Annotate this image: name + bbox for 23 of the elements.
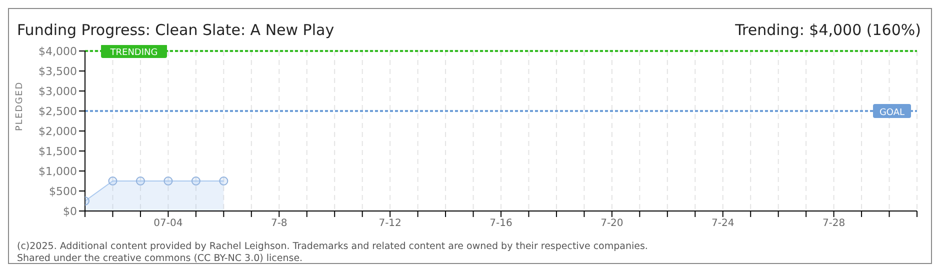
y-tick-label: $500 <box>49 184 77 198</box>
text: Trending: $4,000 (160%) <box>735 21 921 39</box>
x-tick-label: 7-24 <box>712 218 734 230</box>
y-tick-label: $1,500 <box>38 144 77 158</box>
y-tick-label: $4,000 <box>38 44 77 58</box>
x-tick-label: 7-8 <box>270 218 288 230</box>
x-tick-label: 7-28 <box>822 218 846 230</box>
y-tick-label: $2,500 <box>38 104 77 118</box>
x-tick-label: 7-12 <box>378 218 402 230</box>
y-tick-label: $3,500 <box>38 64 77 78</box>
y-axis-title: PLEDGED <box>15 81 26 131</box>
x-tick-label: 7-16 <box>490 218 512 230</box>
text: Shared under the creative commons (CC BY-NC 3.0) license. <box>17 253 304 265</box>
y-tick-label: $2,000 <box>38 124 77 138</box>
y-tick-label: $1,000 <box>38 164 77 178</box>
x-tick-label: 7-20 <box>600 218 624 230</box>
ref-line-label: TRENDING <box>109 48 158 58</box>
y-tick-label: $0 <box>63 204 77 218</box>
chart-title: Funding Progress: Clean Slate: A New Play <box>17 21 334 39</box>
x-tick-label: 07-04 <box>154 218 183 230</box>
text: (c)2025. Additional content provided by Rachel Leighson. Trademarks and related content are owned by their respective companies. <box>17 241 648 253</box>
ref-line-label: GOAL <box>879 108 905 118</box>
y-tick-label: $3,000 <box>38 84 77 98</box>
